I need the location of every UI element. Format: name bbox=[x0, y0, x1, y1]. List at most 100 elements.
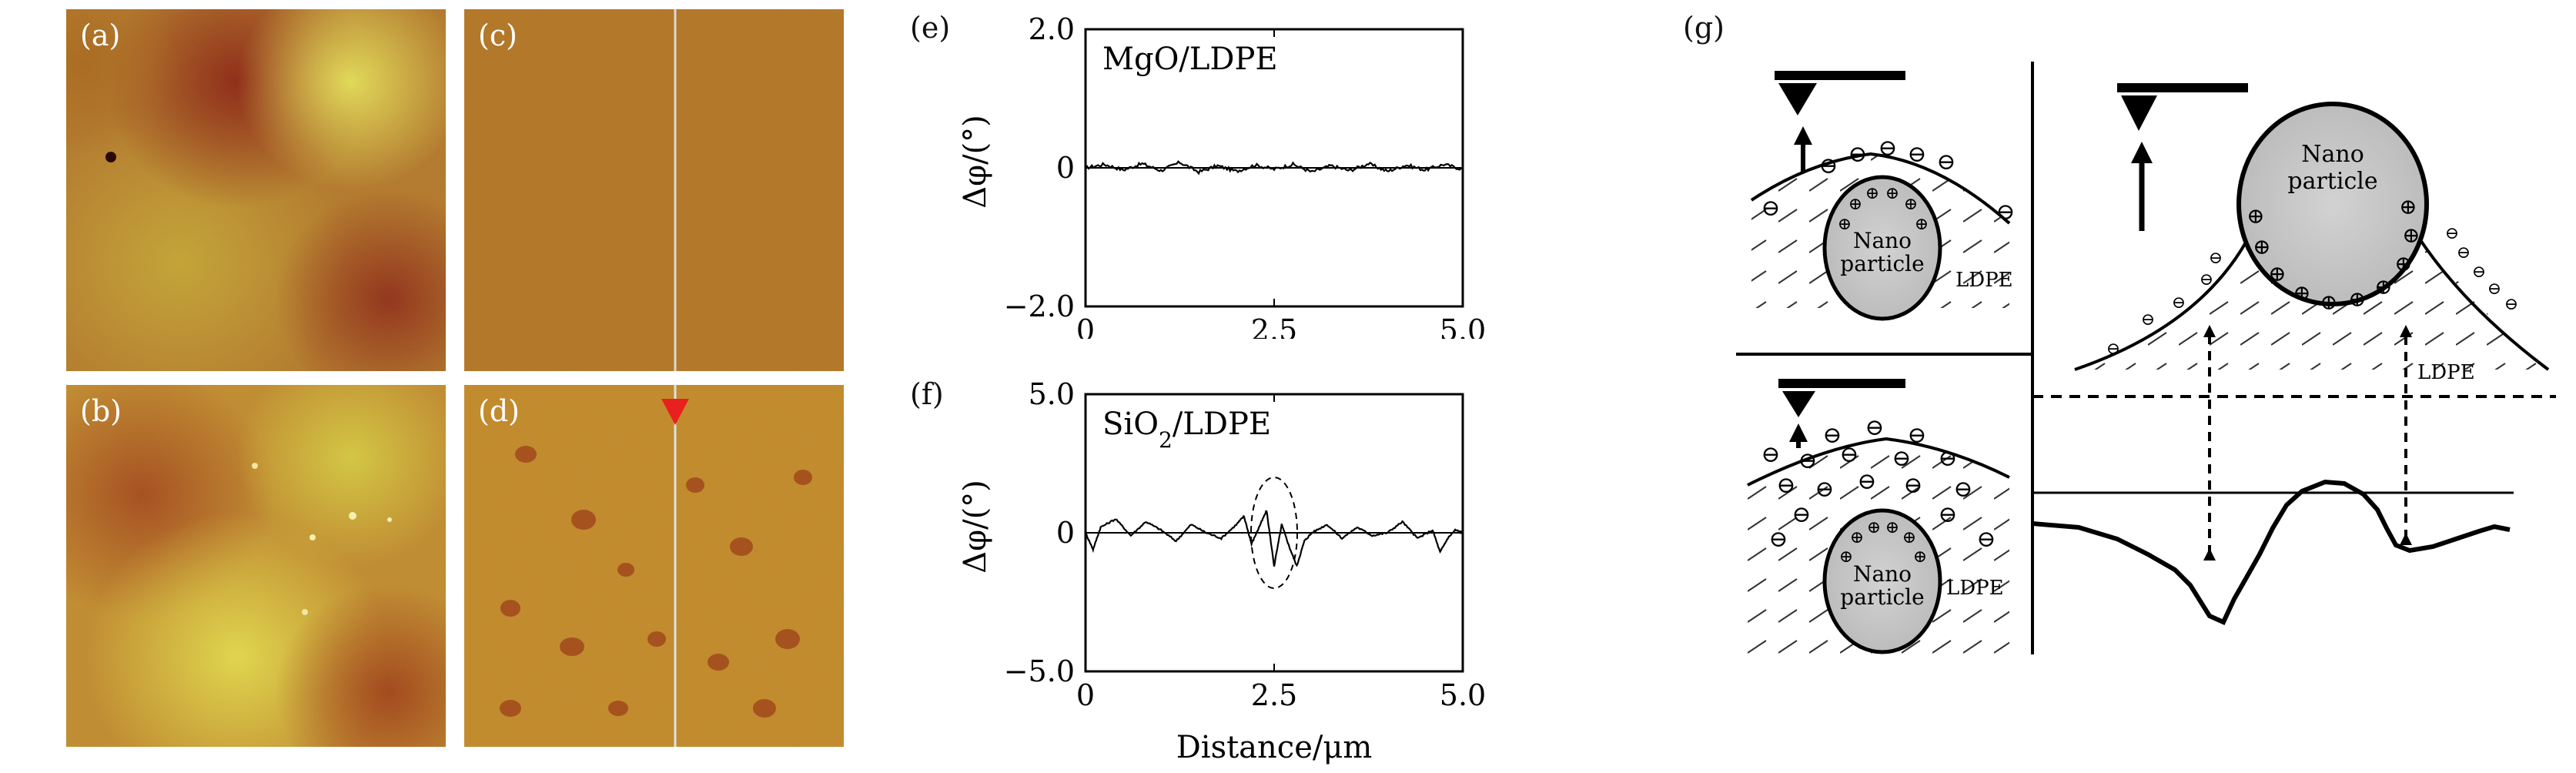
phase-profile-curve bbox=[2032, 479, 2511, 625]
svg-text:⊕: ⊕ bbox=[1839, 547, 1853, 567]
svg-text:⊖: ⊖ bbox=[2487, 279, 2501, 299]
charge-schematic: Nano particle LDPE ⊖ ⊖ ⊖ ⊖ ⊖ ⊖ ⊖ ⊕ ⊕ ⊕ ⊕… bbox=[1736, 62, 2556, 662]
svg-text:⊖: ⊖ bbox=[1865, 414, 1884, 441]
afm-topography-image bbox=[66, 385, 446, 747]
nanoparticle-label-bottom: particle bbox=[1840, 251, 1924, 276]
y-tick-label: −2.0 bbox=[1004, 289, 1075, 323]
positive-charges: ⊕ ⊕ ⊕ ⊕ ⊕ ⊕ ⊕ ⊕ ⊕ ⊕ bbox=[2246, 194, 2420, 315]
svg-text:⊖: ⊖ bbox=[2209, 249, 2223, 268]
chart-title: SiO2/LDPE bbox=[1102, 407, 1271, 453]
svg-text:⊕: ⊕ bbox=[1913, 547, 1927, 567]
afm-topography-image bbox=[66, 9, 446, 371]
svg-text:⊕: ⊕ bbox=[1848, 195, 1862, 214]
svg-text:⊕: ⊕ bbox=[1885, 518, 1899, 537]
svg-text:⊖: ⊖ bbox=[1791, 501, 1811, 528]
svg-text:⊖: ⊖ bbox=[1938, 445, 1957, 472]
nanoparticle-label-top: Nano bbox=[2301, 141, 2364, 168]
chart-mgo-ldpe: 0 2.5 5.02.00−2.0Δφ/(°)MgO/LDPE bbox=[958, 12, 1486, 339]
ldpe-label: LDPE bbox=[2417, 361, 2475, 384]
tip-icon bbox=[2121, 95, 2157, 131]
schematic-top-left: Nano particle LDPE ⊖ ⊖ ⊖ ⊖ ⊖ ⊖ ⊖ ⊕ ⊕ ⊕ ⊕… bbox=[1750, 71, 2016, 321]
panel-label-f: (f) bbox=[910, 377, 944, 411]
svg-text:⊖: ⊖ bbox=[1907, 141, 1926, 168]
svg-text:⊖: ⊖ bbox=[1768, 526, 1788, 553]
afm-panel-a: (a) bbox=[66, 9, 446, 371]
svg-text:⊕: ⊕ bbox=[1865, 184, 1879, 203]
y-tick-label: 0 bbox=[1056, 516, 1075, 550]
highlight-ellipse bbox=[1250, 477, 1298, 589]
x-tick-label: 2.5 bbox=[1251, 313, 1297, 339]
afm-panel-b: (b) bbox=[66, 385, 446, 747]
chart-sio2-ldpe: 0 2.5 5.05.00−5.0Δφ/(°)SiO2/LDPEDistance/μ… bbox=[958, 377, 1486, 765]
svg-text:⊖: ⊖ bbox=[1892, 445, 1911, 472]
svg-text:⊖: ⊖ bbox=[1878, 135, 1897, 162]
ldpe-label: LDPE bbox=[1955, 269, 2013, 292]
svg-text:⊖: ⊖ bbox=[1839, 441, 1858, 468]
positive-charges: ⊕ ⊕ ⊕ ⊕ ⊕ ⊕ bbox=[1838, 184, 1929, 234]
cantilever-icon bbox=[2117, 83, 2248, 92]
ldpe-label: LDPE bbox=[1946, 577, 2004, 600]
svg-text:⊕: ⊕ bbox=[1867, 518, 1881, 537]
svg-text:⊕: ⊕ bbox=[1902, 528, 1916, 547]
svg-text:⊖: ⊖ bbox=[1822, 422, 1842, 449]
negative-charges: ⊖ ⊖ ⊖ ⊖ ⊖ ⊖ ⊖ bbox=[1761, 135, 2015, 226]
svg-text:⊖: ⊖ bbox=[2200, 270, 2213, 289]
cantilever-icon bbox=[1775, 71, 1905, 80]
x-tick-label: 0 bbox=[1076, 313, 1095, 339]
afm-phase-image bbox=[464, 9, 844, 371]
x-tick-label: 0 bbox=[1076, 678, 1095, 712]
x-tick-label: 2.5 bbox=[1251, 678, 1297, 712]
y-axis-title: Δφ/(°) bbox=[958, 480, 993, 574]
panel-label-g: (g) bbox=[1683, 11, 1725, 45]
svg-text:⊖: ⊖ bbox=[1798, 447, 1817, 474]
svg-text:⊖: ⊖ bbox=[1953, 476, 1972, 503]
y-tick-label: −5.0 bbox=[1004, 654, 1075, 688]
svg-text:⊕: ⊕ bbox=[2268, 261, 2286, 286]
series-line bbox=[1085, 510, 1464, 567]
series-line bbox=[1085, 159, 1464, 176]
panel-label-e: (e) bbox=[910, 11, 951, 45]
svg-text:⊕: ⊕ bbox=[1850, 528, 1864, 547]
svg-text:⊖: ⊖ bbox=[1907, 422, 1926, 449]
nanoparticle-label-bottom: particle bbox=[2287, 168, 2377, 195]
positive-charges: ⊕ ⊕ ⊕ ⊕ ⊕ ⊕ bbox=[1839, 518, 1927, 567]
x-tick-label: 5.0 bbox=[1440, 678, 1486, 712]
svg-text:⊕: ⊕ bbox=[2253, 234, 2270, 259]
svg-text:⊖: ⊖ bbox=[2472, 263, 2486, 282]
svg-text:⊕: ⊕ bbox=[2348, 286, 2366, 312]
schematic-right: Nano particle LDPE ⊕ ⊕ ⊕ ⊕ ⊕ ⊕ ⊕ ⊕ ⊕ ⊕ ⊖… bbox=[2032, 83, 2550, 625]
svg-text:⊖: ⊖ bbox=[2106, 340, 2120, 359]
tip-icon bbox=[1782, 391, 1815, 417]
y-tick-label: 0 bbox=[1056, 151, 1075, 185]
svg-text:⊖: ⊖ bbox=[1976, 526, 1996, 553]
svg-text:⊖: ⊖ bbox=[2141, 310, 2155, 330]
nanoparticle bbox=[1822, 508, 1942, 654]
afm-phase-image bbox=[464, 385, 844, 747]
svg-text:⊕: ⊕ bbox=[2394, 251, 2412, 276]
svg-text:⊕: ⊕ bbox=[2293, 280, 2310, 306]
svg-text:⊖: ⊖ bbox=[2172, 293, 2186, 313]
svg-text:⊖: ⊖ bbox=[1761, 441, 1780, 468]
negative-charges: ⊖ ⊖ ⊖ ⊖ ⊖ ⊖ ⊖ ⊖ ⊖ ⊖ bbox=[2106, 224, 2518, 359]
svg-text:⊖: ⊖ bbox=[1938, 501, 1957, 528]
panel-label-c: (c) bbox=[478, 18, 517, 52]
svg-text:⊕: ⊕ bbox=[2246, 203, 2264, 229]
y-tick-label: 5.0 bbox=[1029, 377, 1075, 411]
x-tick-label: 5.0 bbox=[1440, 313, 1486, 339]
svg-text:⊕: ⊕ bbox=[2320, 289, 2337, 315]
panel-label-a: (a) bbox=[80, 18, 121, 52]
tip-marker-icon bbox=[661, 399, 689, 425]
afm-panel-c: (c) bbox=[464, 9, 844, 371]
nanoparticle-large bbox=[2236, 102, 2429, 306]
tip-icon bbox=[1778, 83, 1817, 115]
nanoparticle-label-top: Nano bbox=[1853, 561, 1912, 587]
negative-charges: ⊖ ⊖ ⊖ ⊖ ⊖ ⊖ ⊖ ⊖ ⊖ ⊖ ⊖ ⊖ ⊖ ⊖ ⊖ ⊖ ⊖ bbox=[1761, 414, 1996, 553]
svg-text:⊖: ⊖ bbox=[1818, 152, 1838, 179]
svg-text:⊕: ⊕ bbox=[2402, 223, 2420, 248]
svg-text:⊖: ⊖ bbox=[1848, 141, 1867, 168]
nanoparticle-label-top: Nano bbox=[1853, 228, 1912, 253]
svg-text:⊖: ⊖ bbox=[1776, 472, 1795, 499]
schematic-bottom-left: Nano particle LDPE ⊖ ⊖ ⊖ ⊖ ⊖ ⊖ ⊖ ⊖ ⊖ ⊖ ⊖… bbox=[1747, 379, 2010, 662]
svg-text:⊕: ⊕ bbox=[1904, 195, 1918, 214]
svg-text:⊖: ⊖ bbox=[1996, 199, 2015, 226]
